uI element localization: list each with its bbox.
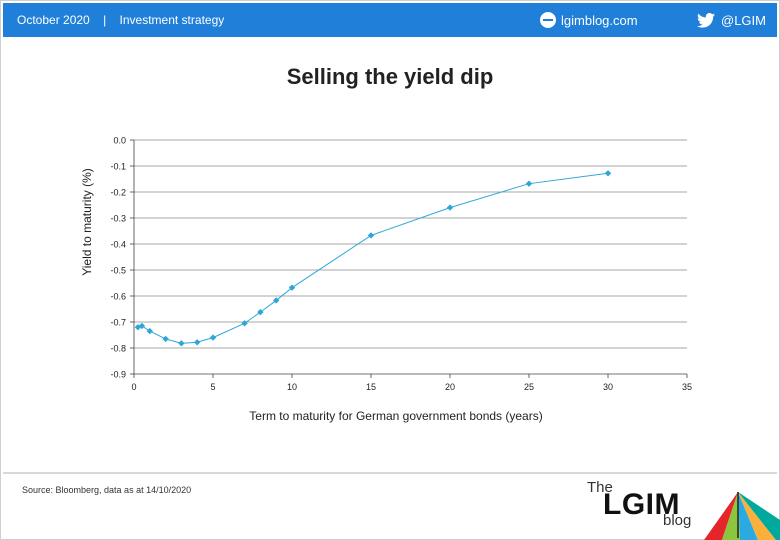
data-point [146, 327, 153, 335]
x-axis-label: Term to maturity for German government b… [249, 409, 542, 423]
x-tick-label: 15 [366, 382, 376, 392]
x-tick-label: 5 [210, 382, 215, 392]
header-separator: | [103, 13, 107, 27]
y-tick-label: -0.8 [110, 344, 126, 354]
y-axis-label: Yield to maturity (%) [80, 168, 94, 276]
logo-lgim: LGIM [603, 488, 680, 521]
x-tick-label: 20 [445, 382, 455, 392]
yield-chart: 0.0-0.1-0.2-0.3-0.4-0.5-0.6-0.7-0.8-0.9 … [80, 136, 692, 424]
yield-curve-line [137, 172, 609, 344]
y-tick-label: -0.9 [110, 370, 126, 380]
y-tick-labels: 0.0 -0.1 -0.2 -0.3 -0.4 -0.5 -0.6 -0.7 -0.8 -0.9 [110, 136, 126, 380]
logo-blog: blog [663, 512, 692, 529]
y-tick-label: -0.7 [110, 318, 126, 328]
data-point [525, 180, 533, 187]
y-tick-label: -0.4 [110, 240, 126, 250]
data-point [257, 308, 264, 316]
axes [130, 139, 688, 378]
x-tick-labels: 0 5 10 15 20 25 30 35 [131, 382, 692, 392]
data-point [138, 322, 146, 330]
chart-title: Selling the yield dip [286, 64, 494, 89]
data-point [178, 340, 185, 347]
y-tick-label: -0.6 [110, 292, 126, 302]
x-tick-label: 30 [603, 382, 613, 392]
source-note: Source: Bloomberg, data as at 14/10/2020 [22, 485, 192, 495]
x-tick-label: 0 [131, 382, 136, 392]
umbrella-logo-icon [704, 492, 780, 540]
header-bar: October 2020 | Investment strategy lgimb… [3, 3, 777, 37]
globe-icon [540, 12, 556, 28]
data-markers [134, 170, 612, 347]
twitter-handle: @LGIM [721, 12, 766, 28]
header-section[interactable]: Investment strategy [119, 13, 225, 27]
data-point [446, 204, 454, 211]
site-link[interactable]: lgimblog.com [540, 10, 638, 30]
y-tick-label: -0.2 [110, 188, 126, 198]
footer-divider [3, 472, 777, 474]
data-point [604, 170, 612, 177]
data-point [288, 284, 296, 291]
y-tick-label: 0.0 [113, 136, 126, 146]
data-point [162, 335, 169, 343]
x-tick-label: 10 [287, 382, 297, 392]
header-left: October 2020 | Investment strategy [17, 13, 224, 27]
data-point [209, 334, 217, 341]
data-point [194, 339, 201, 346]
header-date: October 2020 [17, 13, 90, 27]
twitter-link[interactable]: @LGIM [697, 10, 766, 30]
site-label: lgimblog.com [561, 12, 638, 28]
y-tick-label: -0.3 [110, 214, 126, 224]
data-point [367, 232, 375, 239]
y-tick-label: -0.5 [110, 266, 126, 276]
logo-the: The [587, 479, 613, 496]
grid-lines [134, 139, 687, 349]
data-point [273, 297, 280, 304]
data-point [241, 320, 248, 327]
x-tick-label: 25 [524, 382, 534, 392]
x-tick-label: 35 [682, 382, 692, 392]
twitter-icon [697, 12, 715, 28]
y-tick-label: -0.1 [110, 162, 126, 172]
